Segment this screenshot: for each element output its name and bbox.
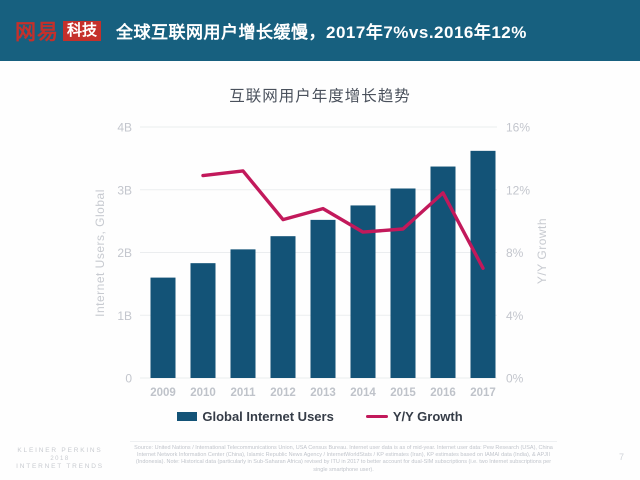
page-number: 7 [618,452,624,462]
footer-divider [130,441,557,442]
bar-2011 [230,249,256,378]
x-axis-label-2009: 2009 [150,387,176,399]
netease-logo-text: 网易 [15,19,59,44]
bar-2014 [350,205,376,378]
x-axis-label-2014: 2014 [350,387,376,399]
header-bar: 网易 科技 全球互联网用户增长缓慢，2017年7%vs.2016年12% [0,0,640,61]
bar-2017 [470,150,496,378]
chart-legend: Global Internet Users Y/Y Growth [0,409,640,424]
right-axis-tick: 16% [506,121,530,135]
x-axis-label-2016: 2016 [430,387,456,399]
netease-tech-logo: 网易 科技 [15,16,102,46]
combo-chart: 4B 16% 3B 12% 2B 8% 1B 4% 0 0% 2009 2010 2011 2012 201… [93,121,549,400]
right-axis-tick: 0% [506,372,524,386]
left-axis-tick: 3B [117,183,132,197]
kleiner-perkins-brand: KLEINER PERKINS 2018 INTERNET TRENDS [6,447,114,470]
legend-label-line: Y/Y Growth [392,409,463,424]
bar-2010 [190,263,216,378]
left-axis-tick: 4B [117,121,132,135]
chart-title: 互联网用户年度增长趋势 [229,88,411,105]
brand-line-2: 2018 [50,455,70,462]
bar-2009 [150,277,176,378]
right-axis-tick: 12% [506,183,530,197]
bar-series-swatch [177,412,198,421]
left-axis-tick: 0 [125,372,132,386]
brand-line-3: INTERNET TRENDS [16,463,104,470]
bar-2015 [390,188,416,378]
x-axis-label-2011: 2011 [231,387,257,399]
x-axis-label-2017: 2017 [470,387,496,399]
x-axis-label-2012: 2012 [270,387,296,399]
bar-2016 [430,166,456,378]
x-axis-label-2013: 2013 [310,387,336,399]
tech-badge: 科技 [63,20,102,41]
x-axis-label-2015: 2015 [390,387,416,399]
legend-item-bars: Global Internet Users [177,409,334,424]
right-axis-tick: 8% [506,246,524,260]
source-note: Source: United Nations / International T… [134,445,553,473]
left-axis-tick: 2B [117,246,132,260]
right-axis-title: Y/Y Growth [535,218,549,284]
brand-line-1: KLEINER PERKINS [17,447,103,454]
right-axis-tick: 4% [506,309,524,323]
bar-2013 [310,219,336,378]
bar-2012 [270,236,296,378]
legend-item-line: Y/Y Growth [365,409,463,424]
line-series-swatch [365,414,388,419]
page-title: 全球互联网用户增长缓慢，2017年7%vs.2016年12% [116,23,527,42]
left-axis-title: Internet Users, Global [93,189,107,317]
growth-line [201,169,485,270]
x-axis-label-2010: 2010 [190,387,216,399]
legend-label-bars: Global Internet Users [202,409,334,424]
left-axis-tick: 1B [117,309,132,323]
